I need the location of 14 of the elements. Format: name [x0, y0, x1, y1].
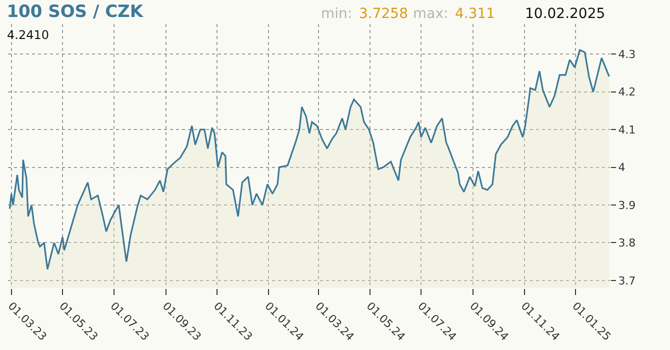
y-tick-label: 3.9: [618, 198, 636, 212]
text: 4.311: [455, 6, 496, 22]
y-tick-label: 4.1: [618, 123, 636, 136]
y-tick-label: 4: [618, 161, 626, 174]
y-tick-label: 4.2: [618, 86, 636, 99]
text: 10.02.2025: [525, 6, 606, 22]
y-tick-label: 3.8: [618, 236, 636, 250]
text: max:: [413, 6, 448, 22]
annotation: 4.2410: [7, 28, 49, 42]
y-tick-label: 4.3: [618, 48, 636, 62]
text: 3.7258: [359, 6, 408, 22]
y-tick-label: 3.7: [618, 274, 636, 288]
text: min:: [321, 6, 352, 22]
chart-title: 100 SOS / CZK: [6, 2, 144, 22]
